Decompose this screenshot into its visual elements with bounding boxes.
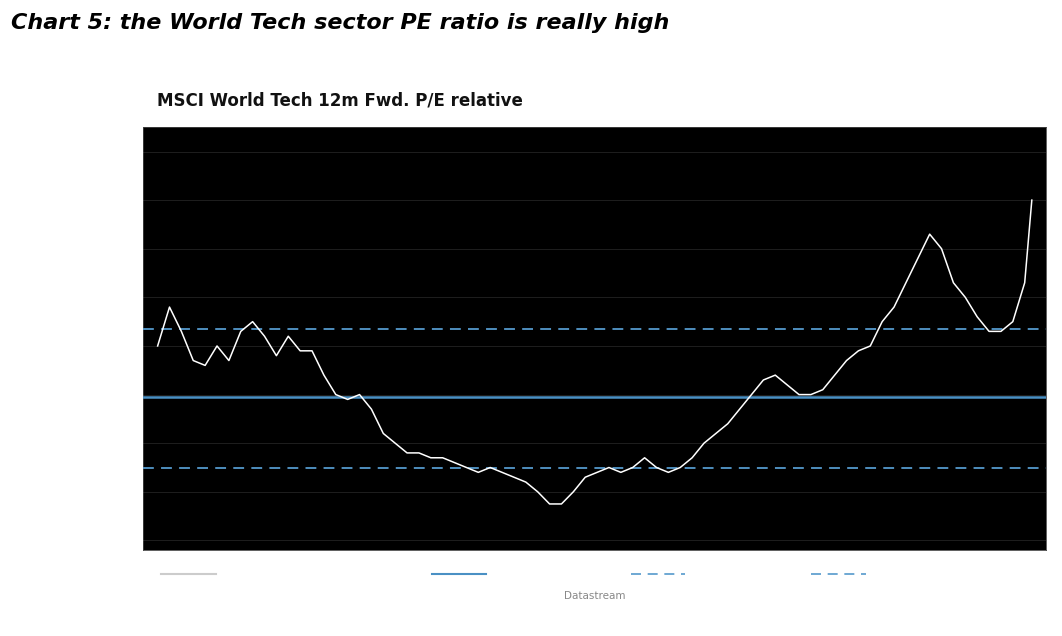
Text: Chart 5: the World Tech sector PE ratio is really high: Chart 5: the World Tech sector PE ratio … bbox=[11, 13, 669, 32]
Text: Median: Median bbox=[495, 572, 533, 582]
Text: +1 Stdev: +1 Stdev bbox=[695, 572, 742, 582]
Text: -1 Stdev: -1 Stdev bbox=[875, 572, 918, 582]
Text: MSCI World Tech 12m Fwd. P/E relative: MSCI World Tech 12m Fwd. P/E relative bbox=[225, 572, 427, 582]
Text: MSCI World Tech 12m Fwd. P/E relative: MSCI World Tech 12m Fwd. P/E relative bbox=[157, 91, 523, 109]
Text: Datastream: Datastream bbox=[564, 591, 626, 602]
